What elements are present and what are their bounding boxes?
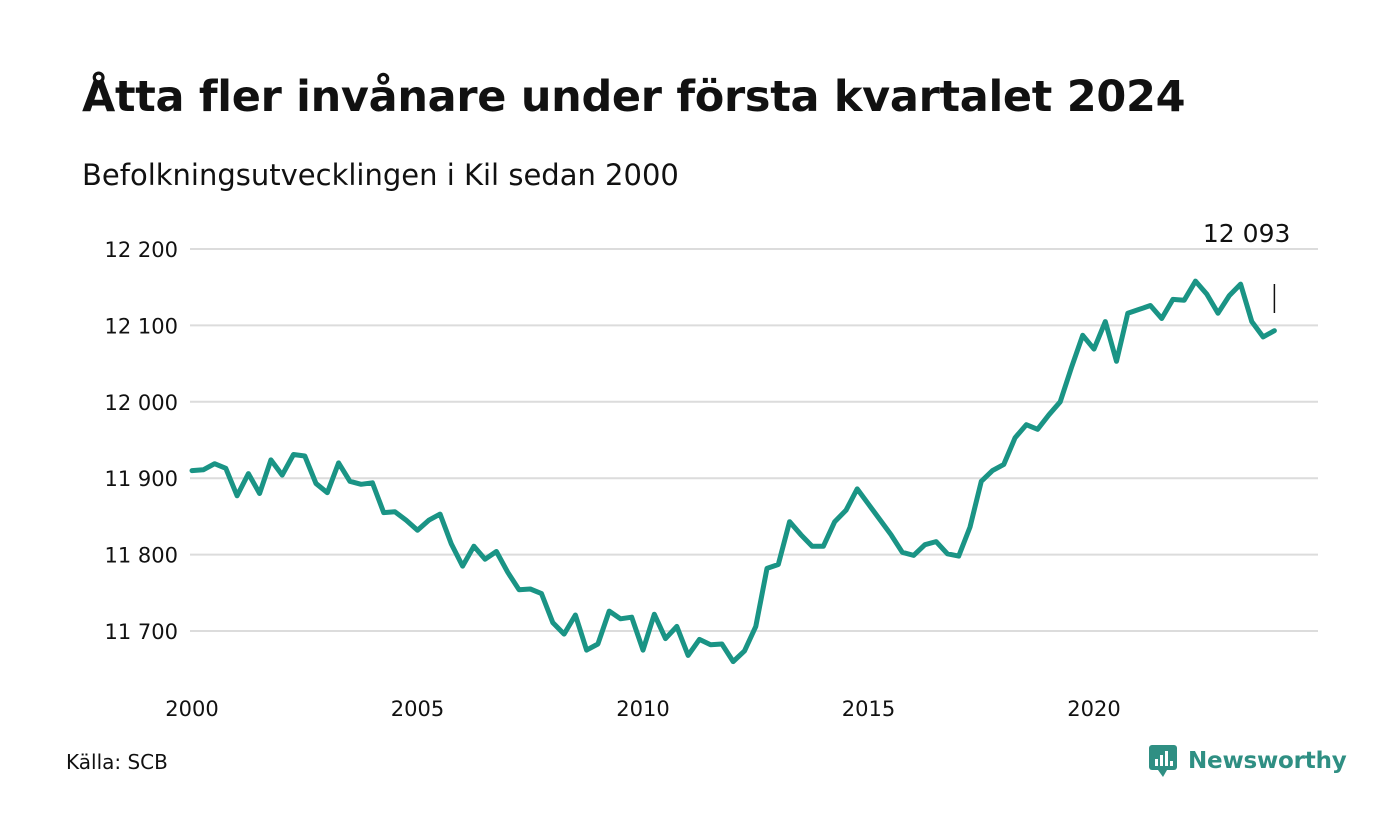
brand-logo: Newsworthy	[1148, 744, 1347, 778]
x-axis-ticks: 2000 2005 2010 2015 2020	[165, 697, 1120, 721]
x-tick-label: 2005	[391, 697, 444, 721]
y-tick-label: 12 200	[105, 238, 178, 262]
x-tick-label: 2020	[1067, 697, 1120, 721]
x-tick-label: 2015	[842, 697, 895, 721]
brand-name: Newsworthy	[1188, 748, 1347, 774]
chart-subtitle: Befolkningsutvecklingen i Kil sedan 2000	[82, 158, 679, 192]
y-tick-label: 11 900	[105, 467, 178, 491]
y-tick-label: 11 700	[105, 620, 178, 644]
y-axis-ticks: 11 700 11 800 11 900 12 000 12 100 12 200	[105, 238, 178, 644]
y-tick-label: 12 000	[105, 391, 178, 415]
population-line	[189, 278, 1277, 665]
chart-title: Åtta fler invånare under första kvartale…	[82, 72, 1186, 122]
source-note: Källa: SCB	[66, 750, 168, 774]
x-tick-label: 2010	[616, 697, 669, 721]
chat-bar-chart-icon	[1149, 745, 1177, 777]
x-tick-label: 2000	[165, 697, 218, 721]
y-tick-label: 12 100	[105, 314, 178, 338]
last-value-label: 12 093	[1203, 219, 1290, 248]
y-tick-label: 11 800	[105, 544, 178, 568]
